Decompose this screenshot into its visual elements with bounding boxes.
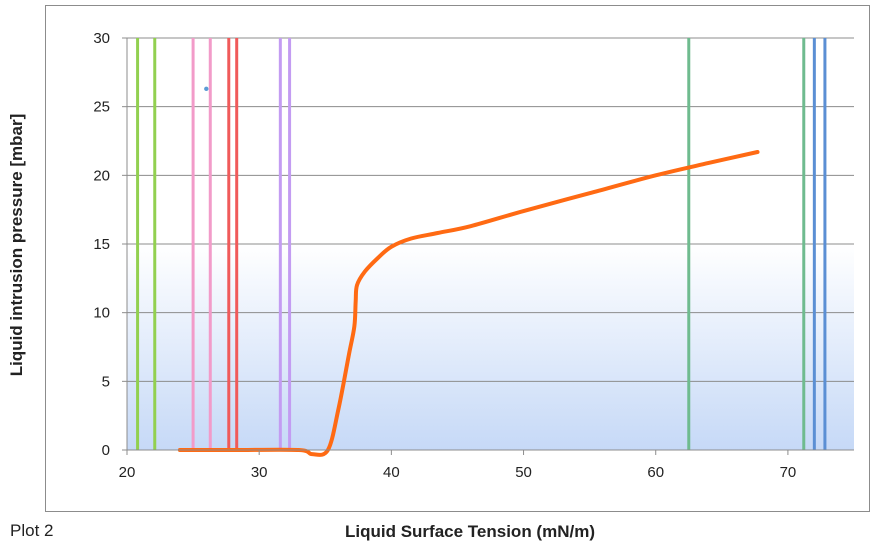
x-tick-label-60: 60 [647,464,664,481]
y-tick-label-10: 10 [93,305,110,322]
x-tick-label-50: 50 [515,464,532,481]
x-axis-title: Liquid Surface Tension (mN/m) [345,522,595,541]
x-tick-label-40: 40 [383,464,400,481]
y-tick-label-0: 0 [102,442,110,459]
y-tick-label-20: 20 [93,167,110,184]
y-axis-title: Liquid intrusion pressure [mbar] [7,114,26,377]
y-tick-label-25: 25 [93,99,110,116]
x-tick-label-70: 70 [780,464,797,481]
data-point-0 [204,86,209,92]
background-band [127,244,854,450]
y-tick-label-5: 5 [102,373,110,390]
y-tick-label-15: 15 [93,236,110,253]
plot-label: Plot 2 [10,521,54,540]
x-tick-label-30: 30 [251,464,268,481]
x-tick-label-20: 20 [119,464,136,481]
series-line-0 [177,149,760,457]
y-tick-label-30: 30 [93,30,110,47]
